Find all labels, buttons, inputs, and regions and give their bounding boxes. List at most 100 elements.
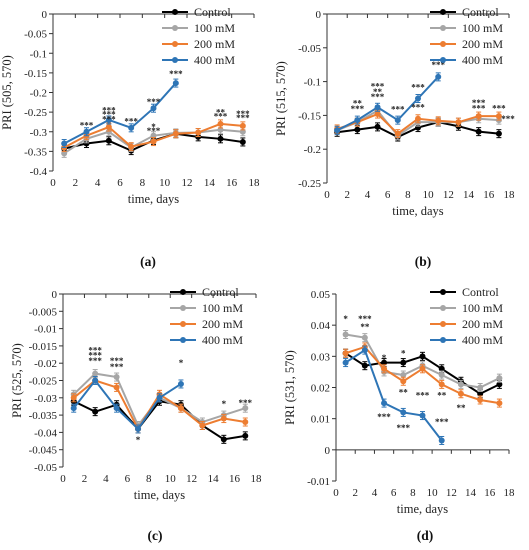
x-tick-label: 6 bbox=[391, 487, 397, 499]
data-point bbox=[342, 359, 349, 366]
x-tick-label: 4 bbox=[103, 473, 109, 485]
data-point bbox=[113, 374, 120, 381]
x-tick-label: 0 bbox=[333, 487, 339, 499]
legend-label: 200 mM bbox=[194, 37, 235, 51]
x-tick-label: 2 bbox=[344, 189, 350, 201]
data-point bbox=[438, 381, 445, 388]
legend-marker bbox=[172, 41, 178, 47]
data-point bbox=[199, 422, 206, 429]
legend-label: 400 mM bbox=[194, 53, 235, 67]
y-tick-label: -0.2 bbox=[304, 144, 321, 156]
data-point bbox=[150, 138, 157, 145]
y-tick-label: -0.01 bbox=[307, 476, 330, 488]
x-axis-label: time, days bbox=[128, 192, 180, 206]
x-tick-label: 0 bbox=[50, 177, 56, 189]
data-point bbox=[381, 359, 388, 366]
data-point bbox=[419, 412, 426, 419]
x-tick-label: 12 bbox=[186, 473, 197, 485]
data-point bbox=[105, 137, 112, 144]
data-point bbox=[435, 73, 442, 80]
data-point bbox=[195, 129, 202, 136]
legend-marker bbox=[440, 289, 446, 295]
x-tick-label: 2 bbox=[82, 473, 88, 485]
significance-label: *** bbox=[102, 110, 116, 120]
data-point bbox=[128, 124, 135, 131]
significance-label: *** bbox=[88, 346, 102, 356]
significance-label: *** bbox=[371, 92, 385, 102]
y-tick-label: 0 bbox=[316, 9, 322, 21]
legend-label: 100 mM bbox=[462, 21, 503, 35]
y-axis-label: PRI (531, 570) bbox=[283, 350, 297, 425]
series-line bbox=[336, 76, 439, 132]
data-point bbox=[438, 437, 445, 444]
legend-marker bbox=[172, 57, 178, 63]
significance-label: *** bbox=[236, 109, 250, 119]
data-point bbox=[394, 130, 401, 137]
significance-label: * bbox=[343, 314, 348, 324]
data-point bbox=[92, 370, 99, 377]
data-point bbox=[83, 140, 90, 147]
y-tick-label: -0.015 bbox=[29, 341, 58, 353]
data-point bbox=[477, 390, 484, 397]
x-tick-label: 16 bbox=[483, 189, 495, 201]
significance-label: *** bbox=[501, 114, 515, 124]
significance-label: ** bbox=[437, 390, 447, 400]
legend-marker bbox=[440, 9, 446, 15]
x-tick-label: 16 bbox=[484, 487, 496, 499]
significance-label: *** bbox=[472, 103, 486, 113]
x-tick-label: 4 bbox=[365, 189, 371, 201]
panel-label: (a) bbox=[140, 254, 156, 269]
x-axis-label: time, days bbox=[397, 502, 449, 516]
x-tick-label: 12 bbox=[443, 189, 454, 201]
data-point bbox=[457, 381, 464, 388]
chart-panel: 0-0.05-0.1-0.15-0.2-0.25-0.3-0.35-0.40 2 4… bbox=[0, 5, 260, 206]
data-point bbox=[361, 347, 368, 354]
significance-label: * bbox=[151, 122, 156, 132]
significance-label: * bbox=[401, 348, 406, 358]
legend-label: 400 mM bbox=[462, 53, 503, 67]
x-tick-label: 4 bbox=[95, 177, 101, 189]
y-tick-label: -0.05 bbox=[24, 29, 47, 41]
legend-marker bbox=[180, 289, 186, 295]
legend-label: Control bbox=[462, 5, 499, 19]
data-point bbox=[105, 128, 112, 135]
y-tick-label: -0.1 bbox=[30, 48, 47, 60]
data-point bbox=[475, 113, 482, 120]
y-tick-label: 0.02 bbox=[311, 383, 330, 395]
data-point bbox=[400, 359, 407, 366]
x-tick-label: 10 bbox=[427, 487, 439, 499]
significance-label: *** bbox=[147, 126, 161, 136]
data-point bbox=[113, 384, 120, 391]
data-point bbox=[334, 127, 341, 134]
data-point bbox=[113, 405, 120, 412]
data-point bbox=[135, 425, 142, 432]
significance-label: ** bbox=[373, 87, 383, 97]
legend-label: Control bbox=[194, 5, 231, 19]
y-tick-label: 0 bbox=[52, 289, 58, 301]
x-tick-label: 8 bbox=[146, 473, 152, 485]
x-tick-label: 18 bbox=[504, 189, 516, 201]
x-tick-label: 0 bbox=[324, 189, 330, 201]
significance-label: *** bbox=[214, 112, 228, 122]
legend-marker bbox=[172, 25, 178, 31]
legend-marker bbox=[440, 305, 446, 311]
data-point bbox=[477, 384, 484, 391]
data-point bbox=[105, 124, 112, 131]
series-line bbox=[63, 82, 177, 145]
data-point bbox=[419, 353, 426, 360]
legend-label: 100 mM bbox=[194, 21, 235, 35]
significance-label: ** bbox=[216, 107, 226, 117]
data-point bbox=[457, 390, 464, 397]
legend-label: 100 mM bbox=[202, 301, 243, 315]
x-tick-label: 10 bbox=[165, 473, 177, 485]
legend-label: 200 mM bbox=[202, 317, 243, 331]
y-axis-label: PRI (525, 570) bbox=[10, 343, 24, 418]
significance-label: *** bbox=[124, 117, 138, 127]
x-tick-label: 16 bbox=[226, 177, 238, 189]
significance-label: *** bbox=[110, 356, 124, 366]
significance-label: *** bbox=[236, 113, 250, 123]
significance-label: * bbox=[382, 353, 387, 363]
series-line bbox=[345, 348, 443, 442]
x-tick-label: 2 bbox=[352, 487, 358, 499]
